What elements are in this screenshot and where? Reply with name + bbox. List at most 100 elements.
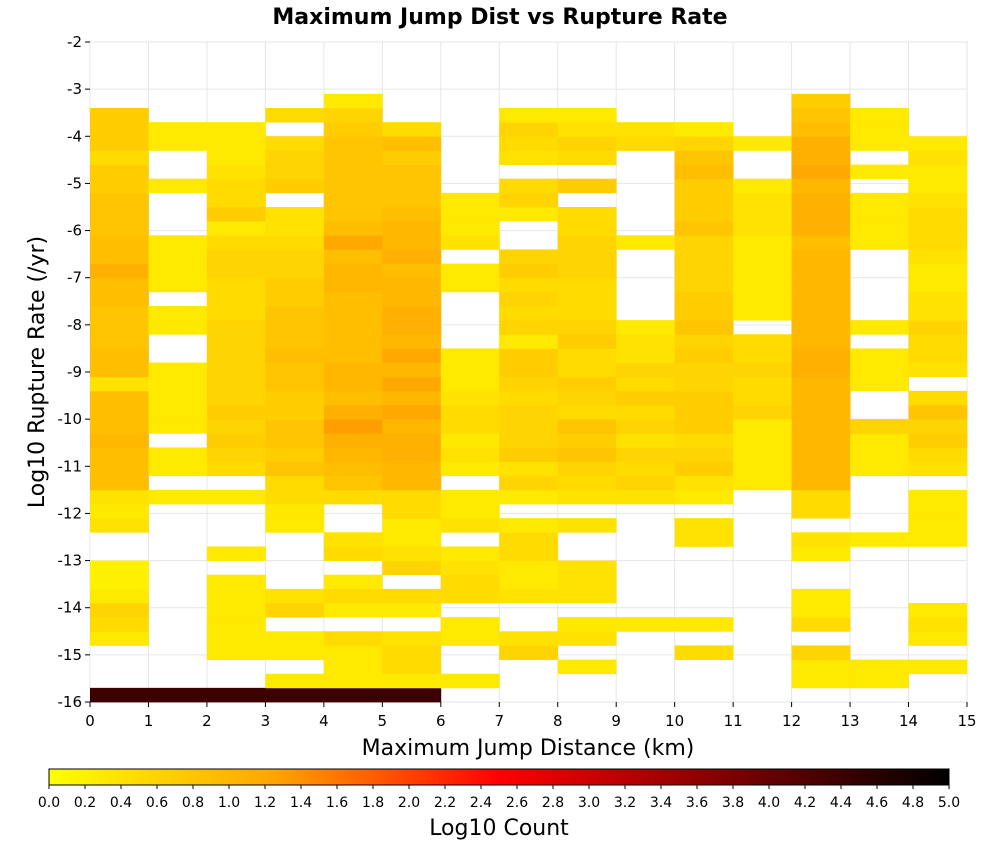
heatmap-cell xyxy=(791,93,851,109)
heatmap-cell xyxy=(382,673,442,689)
heatmap-cell xyxy=(557,334,617,349)
heatmap-cell xyxy=(440,235,500,250)
heatmap-cell xyxy=(499,433,559,448)
heatmap-cell xyxy=(908,631,968,646)
heatmap-cell xyxy=(90,362,149,378)
heatmap-cell xyxy=(616,617,676,632)
heatmap-cell xyxy=(90,489,149,505)
heatmap-cell xyxy=(908,192,968,208)
heatmap-cell xyxy=(323,475,383,491)
heatmap-cell xyxy=(791,504,851,519)
heatmap-cell xyxy=(265,150,325,165)
y-tick-label: -8 xyxy=(67,316,82,334)
heatmap-cell xyxy=(90,405,149,420)
heatmap-cell xyxy=(850,122,909,137)
heatmap-cell xyxy=(148,461,208,477)
heatmap-cell xyxy=(616,489,676,505)
heatmap-cell xyxy=(908,277,968,293)
colorbar-tick-label: 3.8 xyxy=(722,795,744,811)
heatmap-cell xyxy=(440,348,500,363)
heatmap-cell xyxy=(616,419,676,434)
heatmap-cell xyxy=(323,489,383,505)
heatmap-cell xyxy=(206,207,266,222)
colorbar-tick-label: 3.6 xyxy=(686,795,708,811)
heatmap-cell xyxy=(674,150,734,165)
heatmap-cell xyxy=(90,136,149,151)
colorbar-ticks: 0.0 0.2 0.4 0.6 0.8 1.0 1.2 1.4 1.6 1.8 2.0 2.2 2.4 2… xyxy=(38,785,960,811)
heatmap-cell xyxy=(90,504,149,519)
heatmap-cell xyxy=(323,603,383,618)
heatmap-cell xyxy=(440,390,500,406)
heatmap-cell xyxy=(674,221,734,236)
heatmap-cell xyxy=(382,489,442,505)
heatmap-cell xyxy=(440,489,500,505)
heatmap-cell xyxy=(616,376,676,392)
heatmap-cell xyxy=(382,461,442,477)
heatmap-cell xyxy=(616,348,676,363)
x-axis-label: Maximum Jump Distance (km) xyxy=(362,736,695,761)
heatmap-cell xyxy=(908,136,968,151)
heatmap-cell xyxy=(148,419,208,434)
heatmap-cell xyxy=(90,687,149,703)
heatmap-cell xyxy=(323,192,383,208)
heatmap-cell xyxy=(323,320,383,335)
colorbar-tick-label: 1.6 xyxy=(326,795,348,811)
heatmap-cell xyxy=(557,518,617,533)
heatmap-cell xyxy=(440,673,500,689)
heatmap-cell xyxy=(265,603,325,618)
heatmap-cell xyxy=(791,235,851,250)
heatmap-cell xyxy=(323,122,383,137)
heatmap-cell xyxy=(206,489,266,505)
heatmap-cell xyxy=(791,192,851,208)
heatmap-cell xyxy=(733,390,792,406)
heatmap-cell xyxy=(733,334,792,349)
heatmap-cell xyxy=(499,461,559,477)
y-tick-label: -15 xyxy=(58,646,83,664)
heatmap-cell xyxy=(206,348,266,363)
heatmap-cell xyxy=(323,178,383,194)
y-tick-label: -13 xyxy=(58,552,83,570)
heatmap-cell xyxy=(791,489,851,505)
heatmap-cell xyxy=(206,687,266,703)
heatmap-cell xyxy=(557,221,617,236)
heatmap-cell xyxy=(733,178,792,194)
heatmap-cell xyxy=(908,235,968,250)
heatmap-cell xyxy=(323,263,383,279)
heatmap-cell xyxy=(791,348,851,363)
heatmap-cell xyxy=(382,504,442,519)
heatmap-cell xyxy=(557,560,617,576)
x-tick-label: 8 xyxy=(553,712,563,730)
heatmap-cell xyxy=(148,178,208,194)
heatmap-cell xyxy=(206,390,266,406)
heatmap-cell xyxy=(90,376,149,392)
heatmap-cell xyxy=(791,263,851,279)
heatmap-cell xyxy=(206,574,266,590)
heatmap-cell xyxy=(206,405,266,420)
heatmap-cell xyxy=(850,235,909,250)
heatmap-cell xyxy=(908,306,968,321)
heatmap-cell xyxy=(90,574,149,590)
heatmap-cell xyxy=(90,192,149,208)
heatmap-cell xyxy=(908,362,968,378)
colorbar-tick-label: 2.8 xyxy=(542,795,564,811)
heatmap-cell xyxy=(206,419,266,434)
heatmap-cell xyxy=(616,362,676,378)
heatmap-cell xyxy=(323,645,383,660)
heatmap-cell xyxy=(148,687,208,703)
heatmap-cell xyxy=(733,461,792,477)
y-tick-label: -12 xyxy=(58,504,83,522)
heatmap-cell xyxy=(90,150,149,165)
heatmap-cell xyxy=(499,489,559,505)
heatmap-cell xyxy=(382,588,442,604)
heatmap-cell xyxy=(90,207,149,222)
heatmap-cell xyxy=(499,334,559,349)
heatmap-cell xyxy=(850,659,909,675)
heatmap-cell xyxy=(908,461,968,477)
heatmap-cell xyxy=(265,108,325,123)
heatmap-cell xyxy=(265,390,325,406)
heatmap-cell xyxy=(908,291,968,307)
heatmap-cell xyxy=(850,108,909,123)
heatmap-cell xyxy=(206,263,266,279)
y-tick-label: -10 xyxy=(58,410,83,428)
heatmap-cell xyxy=(674,461,734,477)
